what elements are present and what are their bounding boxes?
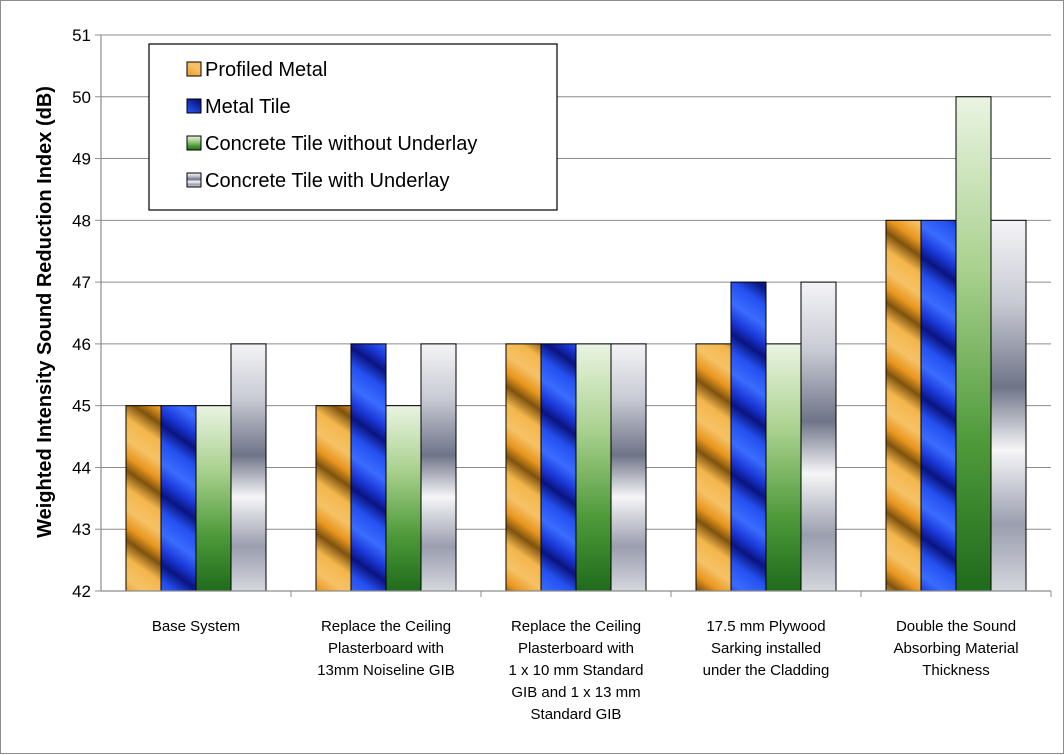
bar-concrete-tile-without-underlay: [385, 405, 422, 592]
bar-profiled-metal: [125, 405, 162, 592]
x-category-label: 17.5 mm Plywood Sarking installed under th…: [703, 618, 830, 679]
bar-metal-tile: [160, 405, 197, 592]
y-tick-label: 51: [72, 26, 91, 45]
bar-concrete-tile-without-underlay: [765, 343, 802, 592]
bar-profiled-metal: [505, 343, 542, 592]
legend-label: Metal Tile: [205, 96, 291, 118]
bar-concrete-tile-with-underlay: [420, 343, 457, 592]
y-tick-labels: 42 43 44 45 46 47 48 49 50 51: [72, 26, 91, 601]
bar-concrete-tile-with-underlay: [990, 219, 1027, 592]
y-tick-label: 47: [72, 273, 91, 292]
y-tick-label: 48: [72, 211, 91, 230]
x-category-label: Double the Sound Absorbing Material Thickn…: [893, 618, 1018, 679]
legend: Profiled Metal Metal Tile Concrete Tile wi…: [148, 43, 558, 211]
bar-profiled-metal: [695, 343, 732, 592]
x-category-label: Base System: [152, 618, 240, 635]
legend-label: Concrete Tile with Underlay: [205, 170, 450, 192]
bar-metal-tile: [920, 219, 957, 592]
bars: [125, 96, 1027, 592]
legend-box: [148, 43, 558, 211]
bar-profiled-metal: [885, 219, 922, 592]
bar-concrete-tile-with-underlay: [610, 343, 647, 592]
y-tick-label: 50: [72, 88, 91, 107]
bar-metal-tile: [730, 281, 767, 592]
x-category-label: Replace the Ceiling Plasterboard with 13mm…: [317, 618, 455, 679]
bar-concrete-tile-with-underlay: [800, 281, 837, 592]
y-tick-label: 45: [72, 397, 91, 416]
legend-swatch: [186, 135, 202, 151]
bar-concrete-tile-without-underlay: [955, 96, 992, 592]
bar-concrete-tile-with-underlay: [230, 343, 267, 592]
y-tick-label: 44: [72, 458, 91, 477]
x-category-label: Replace the Ceiling Plasterboard with 1 x …: [508, 618, 643, 723]
bar-concrete-tile-without-underlay: [575, 343, 612, 592]
axes: [100, 35, 1052, 597]
legend-label: Concrete Tile without Underlay: [205, 133, 477, 155]
bar-metal-tile: [540, 343, 577, 592]
y-tick-label: 49: [72, 150, 91, 169]
y-tick-label: 46: [72, 335, 91, 354]
x-category-labels: Base System Replace the Ceiling Plasterboa…: [152, 618, 1019, 723]
legend-swatch: [186, 98, 202, 114]
y-tick-label: 43: [72, 520, 91, 539]
y-tick-label: 42: [72, 582, 91, 601]
legend-swatch: [186, 172, 202, 188]
legend-label: Profiled Metal: [205, 59, 327, 81]
y-axis-title: Weighted Intensity Sound Reduction Index…: [34, 86, 56, 538]
bar-concrete-tile-without-underlay: [195, 405, 232, 592]
bar-metal-tile: [350, 343, 387, 592]
bar-profiled-metal: [315, 405, 352, 592]
legend-swatch: [186, 61, 202, 77]
